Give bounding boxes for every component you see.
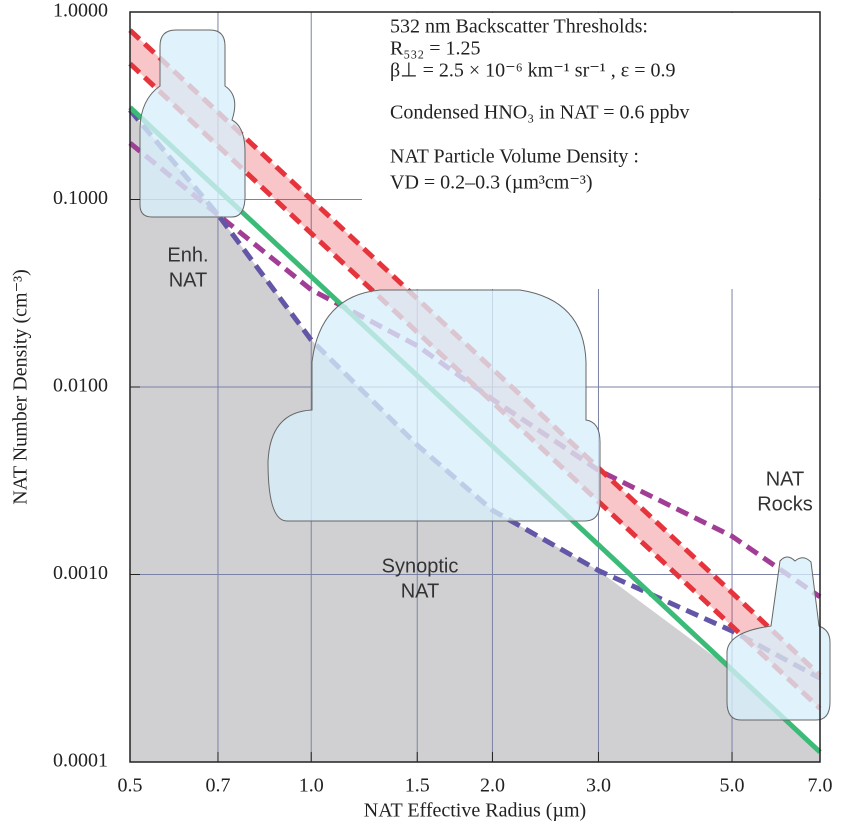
x-tick-label: 1.0 — [299, 775, 324, 797]
annotation: NAT — [766, 468, 805, 490]
legend-background — [362, 13, 819, 289]
y-tick-label: 0.0010 — [53, 562, 108, 584]
legend-heading: 532 nm Backscatter Thresholds: — [390, 16, 648, 38]
plot-frame — [129, 11, 821, 763]
x-axis-label: NAT Effective Radius (µm) — [364, 800, 586, 822]
y-tick-label: 0.0001 — [53, 750, 108, 772]
cloud-enh-nat — [139, 29, 246, 218]
x-tick-label: 3.0 — [586, 775, 611, 797]
x-tick-label: 2.0 — [480, 775, 505, 797]
annotation: Synoptic — [382, 555, 459, 577]
clouds — [139, 29, 831, 721]
y-axis-label: NAT Number Density (cm⁻³) — [10, 269, 32, 505]
x-tick-label: 0.7 — [205, 775, 230, 797]
legend-entry: β⊥ = 2.5 × 10⁻⁶ km⁻¹ sr⁻¹ , ε = 0.9 — [390, 60, 675, 82]
cloud-synoptic — [267, 289, 601, 522]
annotation: NAT — [169, 269, 208, 291]
y-tick-label: 0.0100 — [53, 375, 108, 397]
legend-entry: VD = 0.2–0.3 (µm³cm⁻³) — [390, 172, 593, 194]
annotation: Rocks — [757, 493, 813, 515]
y-tick-label: 1.0000 — [53, 0, 108, 22]
x-tick-label: 5.0 — [720, 775, 745, 797]
annotation: Enh. — [167, 244, 208, 266]
x-tick-label: 0.5 — [118, 775, 143, 797]
y-tick-label: 0.1000 — [53, 187, 108, 209]
x-tick-label: 1.5 — [405, 775, 430, 797]
cloud-nat-rocks — [726, 556, 831, 721]
over-layer: 0.5 0.7 1.0 1.5 2.0 3.0 5.0 7.0 0.0001 0.0010 0.01… — [53, 0, 833, 797]
legend-entry: Condensed HNO₃ in NAT = 0.6 ppbv — [390, 102, 690, 124]
detection-region — [130, 110, 820, 762]
legend-entry: R₅₃₂ = 1.25 — [390, 38, 481, 60]
legend-heading: NAT Particle Volume Density : — [390, 146, 639, 168]
annotation: NAT — [401, 580, 440, 602]
x-tick-label: 7.0 — [808, 775, 833, 797]
